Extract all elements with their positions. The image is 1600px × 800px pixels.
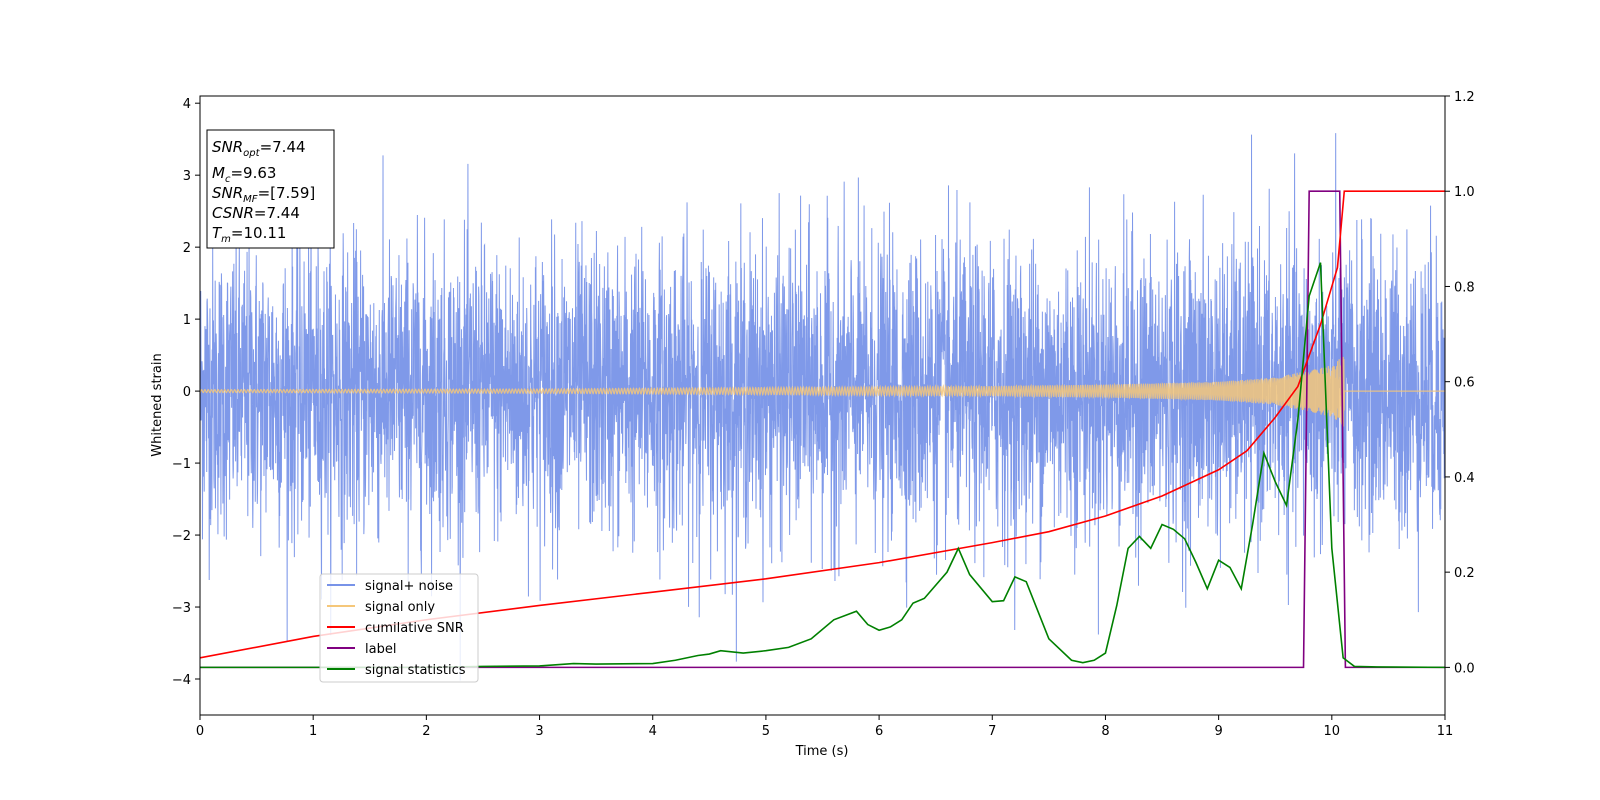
- y-right-tick: 1.0: [1445, 185, 1475, 200]
- info-csnr: CSNR=7.44: [212, 204, 300, 222]
- y-right-tick-label: 0.8: [1454, 280, 1475, 295]
- y-left-tick-label: −3: [172, 601, 191, 616]
- x-tick: 11: [1437, 715, 1454, 739]
- x-tick: 4: [649, 715, 657, 739]
- info-mc: Mc=9.63: [212, 164, 276, 185]
- x-tick: 9: [1214, 715, 1223, 739]
- y-right-tick: 0.2: [1445, 566, 1475, 581]
- series-signal-statistics: [200, 262, 1445, 669]
- legend-label-label: label: [365, 642, 396, 657]
- y-right-tick-label: 0.0: [1454, 661, 1475, 676]
- y-axis-left: −4 −3 −2 −1 0 1 2 3 4: [172, 97, 200, 688]
- x-tick: 7: [988, 715, 996, 739]
- x-tick: 0: [196, 715, 204, 739]
- legend-label-signal-only: signal only: [365, 600, 435, 615]
- y-left-tick: 3: [183, 169, 200, 184]
- x-tick-label: 9: [1214, 724, 1222, 739]
- x-axis-label: Time (s): [795, 744, 849, 759]
- series-cumulative-snr: [200, 190, 1445, 659]
- y-right-tick-label: 0.4: [1454, 471, 1475, 486]
- x-tick: 8: [1101, 715, 1110, 739]
- y-left-tick: −4: [172, 673, 200, 688]
- y-axis-right: 0.0 0.2 0.4 0.6 0.8 1.0 1.2: [1445, 90, 1475, 676]
- x-tick-label: 10: [1324, 724, 1341, 739]
- y-right-tick-label: 1.2: [1454, 90, 1475, 105]
- y-left-tick: 4: [183, 97, 200, 112]
- info-box-frame: [206, 129, 335, 249]
- y-left-tick: −3: [172, 601, 200, 616]
- y-left-tick-label: 3: [183, 169, 191, 184]
- y-left-tick-label: 0: [183, 385, 191, 400]
- y-left-tick: −2: [172, 529, 200, 544]
- y-left-tick-label: −2: [172, 529, 191, 544]
- x-tick: 1: [309, 715, 317, 739]
- y-right-tick: 0.8: [1445, 280, 1475, 295]
- x-axis: 0 1 2 3 4 5 6 7 8 9 10 11: [196, 715, 1453, 739]
- y-left-tick-label: −4: [172, 673, 191, 688]
- y-right-tick: 0.6: [1445, 376, 1475, 391]
- plot-frame: [199, 95, 1446, 716]
- legend: signal+ noise signal only cumilative SNR…: [319, 573, 479, 683]
- x-tick: 6: [875, 715, 883, 739]
- x-tick-label: 8: [1101, 724, 1109, 739]
- y-right-tick-label: 0.2: [1454, 566, 1475, 581]
- y-right-tick-label: 0.6: [1454, 376, 1475, 391]
- info-box: SNRopt=7.44 Mc=9.63 SNRMF=[7.59] CSNR=7.…: [206, 129, 335, 249]
- x-tick: 3: [535, 715, 544, 739]
- x-tick-label: 11: [1437, 724, 1454, 739]
- x-tick-label: 6: [875, 724, 883, 739]
- x-tick-label: 3: [535, 724, 543, 739]
- y-left-tick: 0: [183, 385, 200, 400]
- plot-area: [200, 133, 1445, 681]
- y-left-tick: 1: [183, 313, 200, 328]
- y-left-tick-label: 4: [183, 97, 191, 112]
- y-left-tick: 2: [183, 241, 200, 256]
- x-tick: 2: [422, 715, 431, 739]
- y-left-tick: −1: [172, 457, 200, 472]
- x-tick: 5: [762, 715, 770, 739]
- y-left-tick-label: 2: [183, 241, 191, 256]
- x-tick-label: 0: [196, 724, 204, 739]
- y-axis-label: Whitened strain: [150, 353, 165, 456]
- x-tick-label: 7: [988, 724, 996, 739]
- info-snr-mf: SNRMF=[7.59]: [212, 184, 315, 205]
- y-left-tick-label: −1: [172, 457, 191, 472]
- legend-label-cumulative-snr: cumilative SNR: [365, 621, 464, 636]
- series-signal-only: [200, 356, 1445, 427]
- legend-frame: [319, 573, 479, 683]
- y-right-tick-label: 1.0: [1454, 185, 1475, 200]
- x-tick: 10: [1324, 715, 1341, 739]
- y-right-tick: 1.2: [1445, 90, 1475, 105]
- info-tm: Tm=10.11: [212, 224, 286, 245]
- legend-label-signal-noise: signal+ noise: [365, 579, 453, 594]
- x-tick-label: 5: [762, 724, 770, 739]
- x-tick-label: 1: [309, 724, 317, 739]
- y-left-tick-label: 1: [183, 313, 191, 328]
- info-snr-opt: SNRopt=7.44: [212, 138, 306, 159]
- y-right-tick: 0.0: [1445, 661, 1475, 676]
- x-tick-label: 4: [649, 724, 657, 739]
- y-right-tick: 0.4: [1445, 471, 1475, 486]
- legend-label-signal-statistics: signal statistics: [365, 663, 466, 678]
- x-tick-label: 2: [422, 724, 430, 739]
